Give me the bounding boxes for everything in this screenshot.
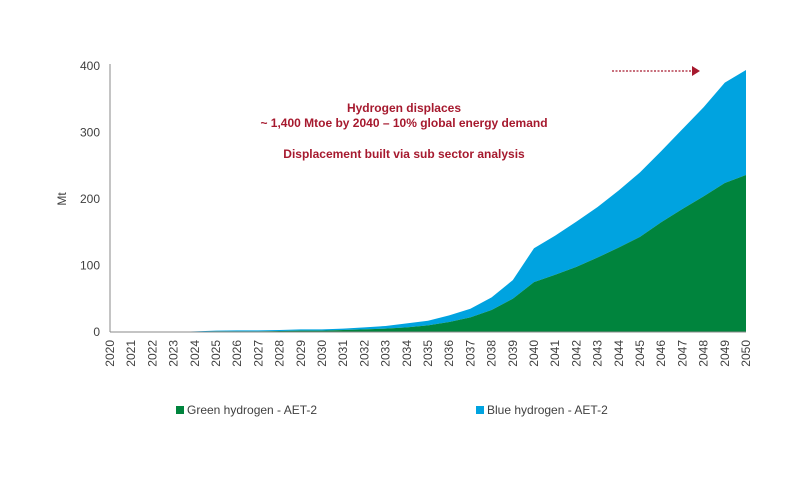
legend-item-blue: Blue hydrogen - AET-2 [476, 403, 608, 417]
x-tick-label: 2023 [167, 340, 181, 367]
y-tick-label: 300 [80, 126, 100, 140]
legend-label-blue: Blue hydrogen - AET-2 [487, 403, 608, 417]
x-tick-label: 2050 [739, 340, 753, 367]
x-tick-label: 2045 [633, 340, 647, 367]
y-axis-title: Mt [55, 192, 69, 206]
legend-item-green: Green hydrogen - AET-2 [176, 403, 317, 417]
x-tick-label: 2037 [463, 340, 477, 367]
x-tick-label: 2038 [485, 340, 499, 367]
x-tick-label: 2042 [569, 340, 583, 367]
x-tick-label: 2048 [697, 340, 711, 367]
x-tick-label: 2046 [654, 340, 668, 367]
area-series-blue [110, 69, 746, 333]
y-tick-label: 400 [80, 59, 100, 73]
y-tick-label: 200 [80, 192, 100, 206]
x-tick-label: 2033 [379, 340, 393, 367]
x-tick-label: 2039 [506, 340, 520, 367]
x-tick-label: 2035 [421, 340, 435, 367]
legend-label-green: Green hydrogen - AET-2 [187, 403, 318, 417]
x-tick-label: 2026 [230, 340, 244, 367]
x-tick-label: 2040 [527, 340, 541, 367]
x-tick-label: 2022 [145, 340, 159, 367]
annotation-line-2: ~ 1,400 Mtoe by 2040 – 10% global energy… [260, 116, 547, 130]
x-tick-label: 2028 [273, 340, 287, 367]
legend-swatch-blue [476, 406, 484, 414]
annotation-line-1: Hydrogen displaces [347, 101, 461, 115]
y-tick-label: 0 [93, 325, 100, 339]
y-tick-label: 100 [80, 259, 100, 273]
legend-swatch-green [176, 406, 184, 414]
x-tick-label: 2029 [294, 340, 308, 367]
x-tick-label: 2031 [336, 340, 350, 367]
x-tick-label: 2047 [675, 340, 689, 367]
x-tick-label: 2036 [442, 340, 456, 367]
area-series-green [110, 175, 746, 332]
arrow-head-icon [692, 66, 700, 76]
annotation-line-3: Displacement built via sub sector analys… [283, 147, 525, 161]
x-tick-label: 2032 [357, 340, 371, 367]
x-tick-label: 2025 [209, 340, 223, 367]
x-tick-label: 2043 [591, 340, 605, 367]
x-tick-label: 2024 [188, 340, 202, 367]
x-tick-label: 2020 [103, 340, 117, 367]
x-tick-label: 2041 [548, 340, 562, 367]
x-tick-label: 2021 [124, 340, 138, 367]
x-tick-label: 2034 [400, 340, 414, 367]
x-tick-label: 2049 [718, 340, 732, 367]
x-tick-label: 2027 [251, 340, 265, 367]
x-tick-label: 2030 [315, 340, 329, 367]
x-tick-label: 2044 [612, 340, 626, 367]
